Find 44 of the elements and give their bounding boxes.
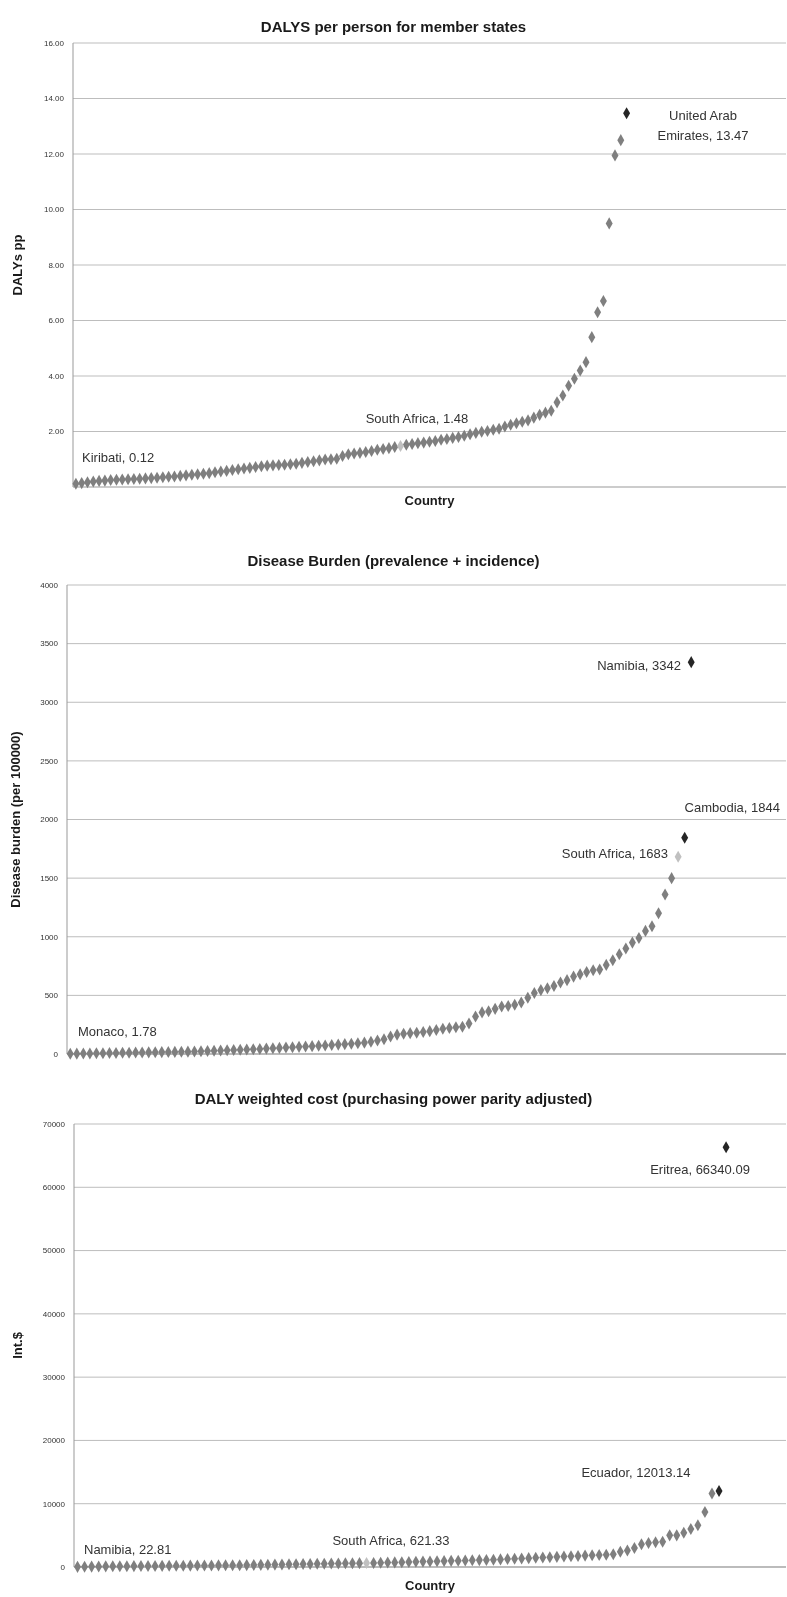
y-tick-label: 30000	[42, 1372, 66, 1382]
y-tick-label: 16.00	[43, 38, 65, 48]
annotation: South Africa, 1683	[561, 846, 668, 861]
annotation: Monaco, 1.78	[78, 1024, 157, 1039]
y-axis-title: Disease burden (per 100000)	[8, 731, 23, 908]
y-tick-label: 3000	[40, 698, 59, 708]
annotation: Cambodia, 1844	[684, 800, 780, 815]
y-tick-label: 50000	[42, 1246, 66, 1256]
annotation: United Arab Emirates, 13.47	[657, 108, 749, 143]
x-axis-title: Country	[405, 1578, 456, 1593]
annotation: South Africa, 621.33	[332, 1533, 450, 1548]
y-tick-label: 14.00	[43, 94, 65, 104]
annotation: Kiribati, 0.12	[82, 450, 155, 465]
y-tick-label: 1000	[40, 932, 59, 942]
annotation: Namibia, 3342	[597, 658, 681, 673]
y-tick-label: 4.00	[48, 371, 65, 381]
y-tick-label: 0	[53, 1049, 59, 1059]
y-tick-label: 10000	[42, 1499, 66, 1509]
y-tick-label: 10.00	[43, 205, 65, 215]
chart-title: Disease Burden (prevalence + incidence)	[247, 552, 540, 569]
y-tick-label: 3500	[40, 639, 59, 649]
chart-title: DALY weighted cost (purchasing power parity adjusted)	[194, 1090, 593, 1107]
y-tick-label: 2500	[40, 756, 59, 766]
y-tick-label: 40000	[42, 1309, 66, 1319]
y-axis-title: DALYs pp	[10, 234, 25, 296]
y-tick-label: 8.00	[48, 260, 65, 270]
y-tick-label: 500	[44, 991, 59, 1001]
annotation: Namibia, 22.81	[84, 1542, 172, 1557]
y-tick-label: 4000	[40, 580, 59, 590]
annotation: South Africa, 1.48	[365, 411, 469, 426]
y-tick-label: 1500	[40, 873, 59, 883]
y-tick-label: 12.00	[43, 149, 65, 159]
y-tick-label: 0	[60, 1562, 66, 1572]
y-tick-label: 2000	[40, 815, 59, 825]
y-axis-title: Int.$	[10, 1331, 25, 1359]
y-tick-label: 20000	[42, 1436, 66, 1446]
annotation: Ecuador, 12013.14	[581, 1465, 691, 1480]
y-tick-label: 70000	[42, 1119, 66, 1129]
chart-title: DALYS per person for member states	[260, 18, 527, 35]
y-tick-label: 60000	[42, 1183, 66, 1193]
y-tick-label: 2.00	[48, 427, 65, 437]
annotation: Eritrea, 66340.09	[650, 1162, 750, 1177]
y-tick-label: 6.00	[48, 316, 65, 326]
x-axis-title: Country	[404, 493, 456, 508]
